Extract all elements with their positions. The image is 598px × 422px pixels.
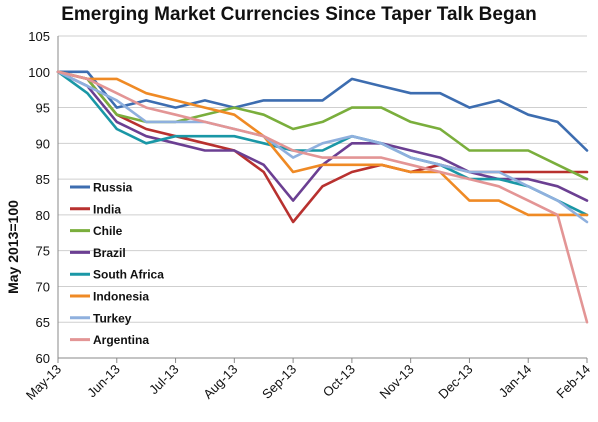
x-tick-label: Oct-13: [320, 362, 358, 400]
y-tick-label: 80: [36, 208, 50, 223]
legend-label-russia: Russia: [93, 181, 133, 195]
series-line-south-africa: [56, 70, 589, 217]
legend-label-india: India: [93, 202, 121, 216]
x-tick-label: Jun-13: [84, 362, 123, 401]
y-tick-label: 70: [36, 279, 50, 294]
legend-label-indonesia: Indonesia: [93, 290, 149, 304]
x-tick-label: Nov-13: [377, 362, 417, 402]
legend-label-south-africa: South Africa: [93, 268, 164, 282]
series-line-turkey: [56, 70, 589, 224]
series-line-russia: [56, 70, 589, 152]
x-tick-label: Jan-14: [496, 362, 535, 401]
y-axis-label: May 2013=100: [5, 200, 21, 294]
x-tick-label: Jul-13: [146, 362, 182, 398]
y-tick-label: 75: [36, 244, 50, 259]
series-lines: [56, 70, 589, 324]
x-tick-label: Feb-14: [553, 362, 593, 402]
y-tick-label: 65: [36, 315, 50, 330]
legend-label-turkey: Turkey: [93, 311, 132, 325]
x-tick-label: Aug-13: [200, 362, 240, 402]
x-tick-label: Dec-13: [435, 362, 475, 402]
x-tick-label: Sep-13: [259, 362, 299, 402]
legend-label-chile: Chile: [93, 224, 123, 238]
y-tick-label: 85: [36, 172, 50, 187]
legend-label-brazil: Brazil: [93, 246, 126, 260]
y-tick-label: 95: [36, 101, 50, 116]
x-tick-label: May-13: [23, 362, 64, 403]
y-tick-label: 105: [28, 29, 50, 44]
series-line-argentina: [56, 70, 589, 324]
y-tick-label: 60: [36, 351, 50, 366]
y-tick-label: 100: [28, 65, 50, 80]
gridlines: [58, 35, 587, 359]
series-line-indonesia: [56, 70, 589, 217]
y-tick-label: 90: [36, 136, 50, 151]
chart-title: Emerging Market Currencies Since Taper T…: [61, 4, 537, 25]
legend: Russia India Chile Brazil South Africa Indone…: [70, 181, 164, 347]
legend-label-argentina: Argentina: [93, 333, 149, 347]
series-line-india: [56, 70, 589, 224]
